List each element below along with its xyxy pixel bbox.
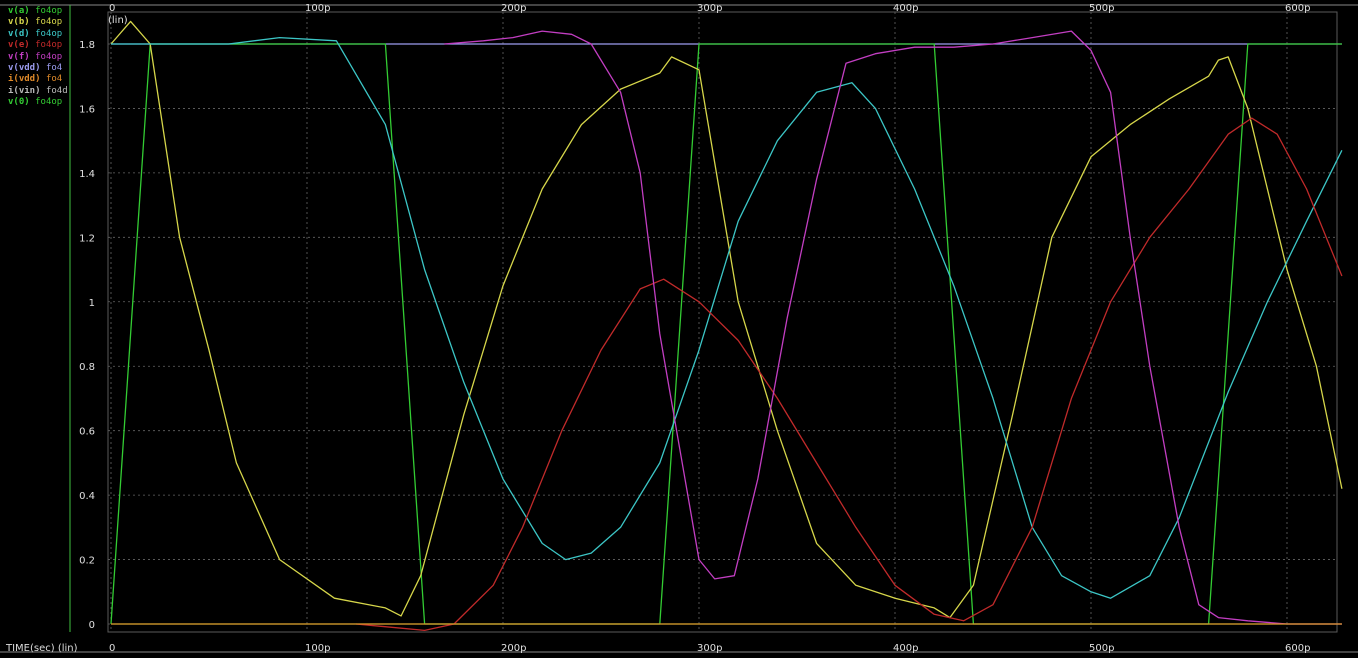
x-tick-label-bottom: 500p (1089, 643, 1114, 654)
y-tick-label: 1 (89, 298, 95, 309)
y-tick-label: 1.6 (79, 104, 95, 115)
y-tick-label: 1.4 (79, 169, 95, 180)
legend-source: fo4op (35, 40, 63, 51)
legend-source: fo4op (35, 6, 63, 16)
legend-item-v-vdd[interactable]: v(vdd) fo4 (8, 63, 72, 74)
x-tick-label-bottom: 400p (893, 643, 918, 654)
x-tick-label-top: 200p (501, 3, 526, 14)
y-tick-label: 1.8 (79, 40, 95, 51)
legend-source: fo4op (35, 51, 63, 62)
x-tick-label-top: 0 (109, 3, 115, 14)
legend-source: fo4op (35, 97, 63, 108)
legend-item-v-d[interactable]: v(d) fo4op (8, 29, 72, 40)
legend-item-v-b[interactable]: v(b) fo4op (8, 17, 72, 28)
x-tick-label-top: 300p (697, 3, 722, 14)
plot-series (110, 20, 1343, 632)
legend-item-i-vdd[interactable]: i(vdd) fo4 (8, 74, 72, 85)
legend-signal: i(vin) (8, 85, 41, 96)
x-axis-label: TIME(sec) (lin) (6, 643, 78, 654)
y-tick-label: 0.4 (79, 491, 95, 502)
legend-signal: v(f) (8, 51, 30, 62)
legend-item-v-e[interactable]: v(e) fo4op (8, 40, 72, 51)
legend-signal: v(e) (8, 40, 30, 51)
legend-signal: v(a) (8, 6, 30, 16)
x-tick-label-top: 400p (893, 3, 918, 14)
x-tick-label-top: 500p (1089, 3, 1114, 14)
x-tick-label-bottom: 100p (305, 643, 330, 654)
legend-signal: v(d) (8, 28, 30, 39)
legend-source: fo4d (45, 85, 68, 96)
series-line-v-d- (111, 36, 1343, 599)
x-tick-label-bottom: 200p (501, 643, 526, 654)
signal-legend: v(a) fo4op v(b) fo4op v(d) fo4op v(e) fo… (8, 6, 72, 109)
legend-signal: v(0) (8, 97, 30, 108)
legend-source: fo4op (35, 17, 63, 28)
series-line-v-e- (355, 117, 1343, 632)
series-line-v-a- (110, 43, 1342, 625)
legend-item-v-f[interactable]: v(f) fo4op (8, 52, 72, 63)
x-tick-label-bottom: 600p (1285, 643, 1310, 654)
series-line-v-f- (444, 30, 1342, 625)
legend-item-v-0[interactable]: v(0) fo4op (8, 97, 72, 108)
legend-source: fo4 (45, 74, 63, 85)
y-tick-label: 0.2 (79, 556, 95, 567)
y-tick-label: 0.6 (79, 427, 95, 438)
y-tick-label: 0 (89, 620, 95, 631)
x-tick-label-top: 600p (1285, 3, 1310, 14)
y-axis-label: (lin) (108, 15, 128, 26)
legend-signal: v(b) (8, 17, 30, 28)
y-tick-label: 0.8 (79, 362, 95, 373)
series-line-v-b- (110, 20, 1343, 619)
x-tick-label-bottom: 300p (697, 643, 722, 654)
legend-signal: i(vdd) (8, 74, 41, 85)
legend-signal: v(vdd) (8, 63, 41, 74)
y-tick-label: 1.2 (79, 233, 95, 244)
x-tick-label-top: 100p (305, 3, 330, 14)
plot-border (107, 11, 1338, 633)
plot-grid (108, 12, 1337, 632)
legend-source: fo4op (35, 28, 63, 39)
legend-item-v-a[interactable]: v(a) fo4op (8, 6, 72, 17)
legend-item-i-vin[interactable]: i(vin) fo4d (8, 86, 72, 97)
legend-source: fo4 (45, 63, 63, 74)
x-tick-label-bottom: 0 (109, 643, 115, 654)
plot-axes: 0 0 100p 100p 200p 200p 300p 300p 400p 400p 500p 50… (0, 3, 1358, 654)
